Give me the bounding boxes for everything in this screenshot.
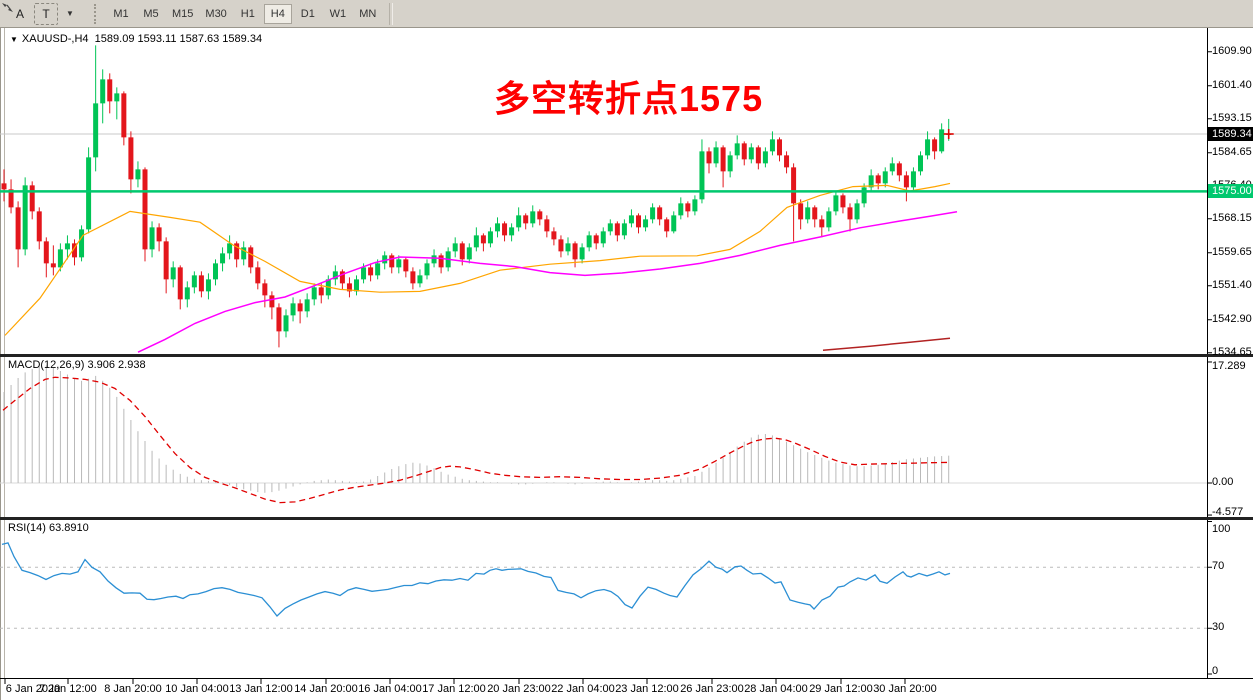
time-tick-label: 10 Jan 04:00 (165, 683, 229, 695)
time-tick-label: 17 Jan 12:00 (422, 683, 486, 695)
rsi-indicator-label: RSI(14) 63.8910 (8, 522, 89, 534)
macd-tick-label: -4.577 (1212, 506, 1244, 518)
price-tick-label: 1601.40 (1212, 78, 1252, 91)
time-tick-label: 13 Jan 12:00 (229, 683, 293, 695)
rsi-tick-label: 30 (1212, 621, 1225, 633)
timeframe-button-h4[interactable]: H4 (263, 3, 292, 24)
symbol-ohlc-line: ▼ XAUUSD-,H4 1589.09 1593.11 1587.63 1589… (10, 33, 262, 45)
time-tick-label: 6 Jan 2020 (5, 683, 61, 695)
chart-area[interactable]: ▼ XAUUSD-,H4 1589.09 1593.11 1587.63 1589… (0, 28, 1253, 700)
timeframe-button-m1[interactable]: M1 (107, 4, 135, 24)
text-label-tool-button[interactable]: A (8, 3, 32, 25)
time-tick-label: 16 Jan 04:00 (358, 683, 422, 695)
dropdown-caret-icon: ▼ (66, 9, 74, 18)
timeframe-button-m15[interactable]: M15 (167, 4, 198, 24)
price-tick-label: 1609.90 (1212, 44, 1252, 57)
time-tick-label: 8 Jan 20:00 (104, 683, 162, 695)
time-tick-label: 22 Jan 04:00 (551, 683, 615, 695)
price-tick-label: 1584.65 (1212, 145, 1252, 158)
hline-price-tag: 1575.00 (1208, 184, 1253, 199)
time-tick-label: 23 Jan 12:00 (615, 683, 679, 695)
arrows-tool-button[interactable]: ▼ (2, 3, 84, 25)
time-tick-label: 26 Jan 23:00 (680, 683, 744, 695)
macd-tick-label: 17.289 (1212, 360, 1246, 372)
timeframe-button-d1[interactable]: D1 (294, 4, 322, 24)
timeframe-button-m5[interactable]: M5 (137, 4, 165, 24)
timeframe-toolbar: M1 M5 M15 M30 H1 H4 D1 W1 MN (106, 3, 383, 24)
chart-canvas[interactable] (0, 28, 1253, 700)
ohlc-values: 1589.09 1593.11 1587.63 1589.34 (94, 33, 263, 45)
price-tick-label: 1534.65 (1212, 345, 1252, 358)
price-tick-label: 1568.15 (1212, 211, 1252, 224)
timeframe-button-h1[interactable]: H1 (234, 4, 262, 24)
time-tick-label: 30 Jan 20:00 (873, 683, 937, 695)
rsi-tick-label: 0 (1212, 665, 1219, 677)
toolbar-grip[interactable] (94, 3, 99, 24)
rsi-tick-label: 70 (1212, 560, 1225, 572)
time-tick-label: 7 Jan 12:00 (39, 683, 97, 695)
timeframe-button-m30[interactable]: M30 (200, 4, 231, 24)
current-price-tag: 1589.34 (1208, 127, 1253, 141)
macd-tick-label: 0.00 (1212, 476, 1234, 488)
chart-annotation-text[interactable]: 多空转折点1575 (494, 78, 764, 119)
price-tick-label: 1542.90 (1212, 312, 1252, 325)
text-tool-button[interactable]: T (34, 2, 58, 25)
symbol-label: XAUUSD-,H4 (21, 33, 89, 45)
rsi-tick-label: 100 (1212, 523, 1231, 535)
time-tick-label: 14 Jan 20:00 (294, 683, 358, 695)
time-tick-label: 28 Jan 04:00 (744, 683, 808, 695)
price-tick-label: 1551.40 (1212, 278, 1252, 291)
time-tick-label: 20 Jan 23:00 (487, 683, 551, 695)
price-tick-label: 1559.65 (1212, 245, 1252, 258)
chart-menu-icon[interactable]: ▼ (10, 35, 18, 44)
macd-indicator-label: MACD(12,26,9) 3.906 2.938 (8, 359, 146, 371)
timeframe-button-mn[interactable]: MN (354, 4, 382, 24)
timeframe-button-w1[interactable]: W1 (324, 4, 352, 24)
price-tick-label: 1593.15 (1212, 111, 1252, 124)
toolbar-separator (388, 2, 393, 25)
top-toolbar: A T ▼ M1 M5 M15 M30 H1 H4 D1 W1 MN (0, 0, 1253, 28)
time-tick-label: 29 Jan 12:00 (809, 683, 873, 695)
arrows-icon (2, 3, 13, 12)
